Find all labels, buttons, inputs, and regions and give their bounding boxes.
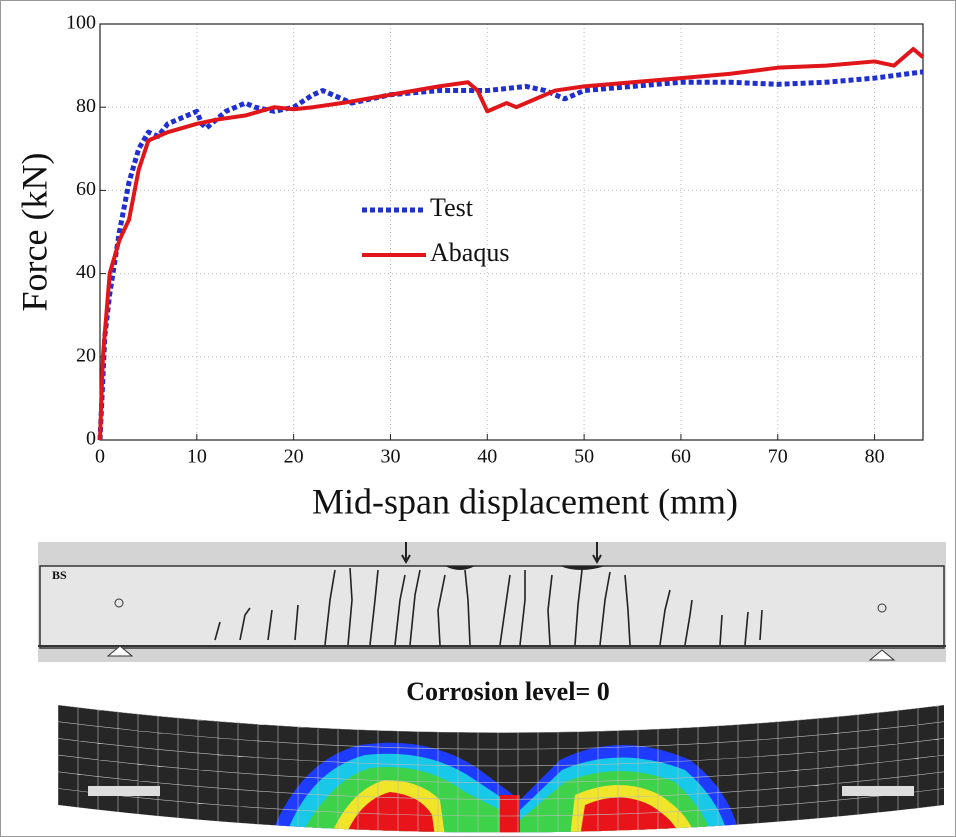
series-line [97,69,924,441]
marker [877,603,887,613]
y-tick-label: 100 [66,12,96,34]
y-tick-label: 40 [76,261,96,283]
x-tick-label: 10 [187,446,207,468]
x-tick-label: 80 [865,446,885,468]
legend-label: Abaqus [430,238,509,267]
x-tick-label: 30 [380,446,400,468]
load-arrows [401,542,602,565]
x-tick-label: 50 [574,446,594,468]
crush [445,566,605,570]
plot: 0 20 40 60 80 100 0 10 20 30 40 50 60 70 80 Test Abaqus [66,12,925,468]
x-tick-label: 40 [477,446,497,468]
y-axis-label: Force (kN) [14,153,54,312]
y-tick-label: 80 [76,95,96,117]
caption: Corrosion level= 0 [406,677,610,706]
mesh-lines [58,705,944,833]
marker [114,598,124,608]
y-tick-label: 20 [76,344,96,366]
plot-frame [99,23,924,441]
x-tick-label: 70 [768,446,788,468]
cracks [214,567,763,646]
y-tick-label: 60 [76,178,96,200]
beam-photo [38,542,946,662]
series-line [98,46,925,441]
x-tick-label: 0 [95,446,105,468]
contour-red [345,792,680,833]
fe-model [58,705,944,833]
y-tick-label: 0 [86,428,96,450]
x-tick-label: 60 [671,446,691,468]
beam [39,565,945,649]
plate [842,786,914,796]
x-axis-label: Mid-span displacement (mm) [312,481,738,521]
plot-area [100,24,923,440]
specimen-label: BS [52,568,67,582]
support [106,645,134,657]
plate [88,786,160,796]
legend-label: Test [430,193,474,222]
support [868,649,896,661]
x-tick-label: 20 [284,446,304,468]
